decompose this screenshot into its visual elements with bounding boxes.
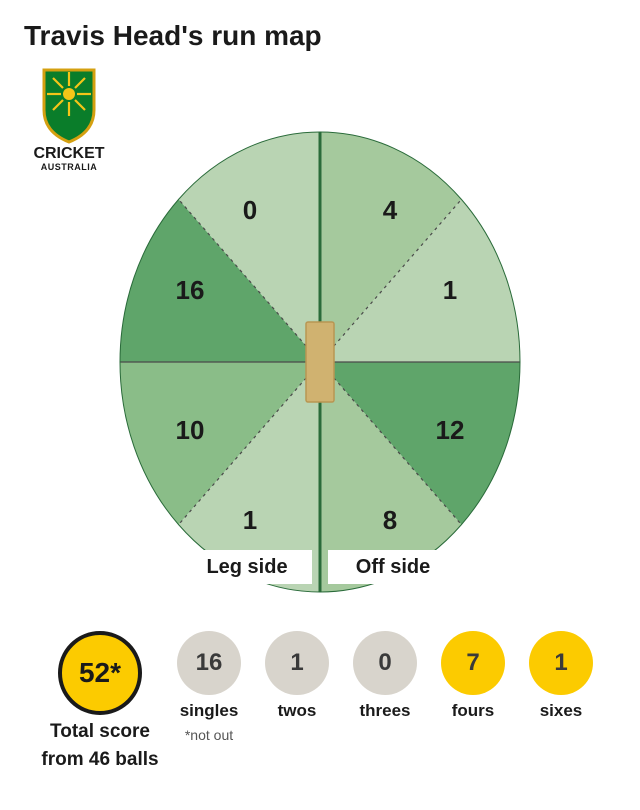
stat-circle-threes: 0 — [353, 631, 417, 695]
stat-twos: 1 twos — [258, 631, 336, 721]
stats-row: 52* Total score from 46 balls 16 singles *not… — [24, 631, 616, 771]
zone-value-point: 1 — [443, 275, 457, 305]
zone-value-mid-on: 1 — [243, 505, 257, 535]
zone-value-third-man: 4 — [383, 195, 398, 225]
leg-side-label: Leg side — [206, 556, 287, 578]
off-side-label: Off side — [356, 556, 430, 578]
stat-circle-fours: 7 — [441, 631, 505, 695]
zone-value-cover: 12 — [436, 415, 465, 445]
total-score-label-2: from 46 balls — [41, 749, 158, 771]
pitch — [306, 322, 334, 402]
stat-sixes: 1 sixes — [522, 631, 600, 721]
stat-fours: 7 fours — [434, 631, 512, 721]
zone-value-square-leg: 16 — [176, 275, 205, 305]
wagon-wheel: 0 4 16 1 10 12 1 8 Leg side Off side — [24, 112, 616, 617]
stat-threes: 0 threes — [346, 631, 424, 721]
total-score-label-1: Total score — [50, 721, 150, 743]
total-score: 52* Total score from 46 balls — [40, 631, 160, 771]
stat-singles: 16 singles *not out — [170, 631, 248, 743]
zone-value-mid-wicket: 10 — [176, 415, 205, 445]
wagon-wheel-svg: 0 4 16 1 10 12 1 8 Leg side Off side — [90, 112, 550, 612]
not-out-note: *not out — [185, 727, 233, 743]
total-score-circle: 52* — [58, 631, 142, 715]
stat-label-fours: fours — [452, 701, 495, 721]
zone-value-mid-off: 8 — [383, 505, 397, 535]
stat-circle-singles: 16 — [177, 631, 241, 695]
stat-circle-twos: 1 — [265, 631, 329, 695]
stat-label-twos: twos — [278, 701, 317, 721]
zone-value-fine-leg: 0 — [243, 195, 257, 225]
stat-label-threes: threes — [359, 701, 410, 721]
stat-circle-sixes: 1 — [529, 631, 593, 695]
stat-label-sixes: sixes — [540, 701, 583, 721]
page-title: Travis Head's run map — [24, 20, 616, 52]
stat-label-singles: singles — [180, 701, 239, 721]
